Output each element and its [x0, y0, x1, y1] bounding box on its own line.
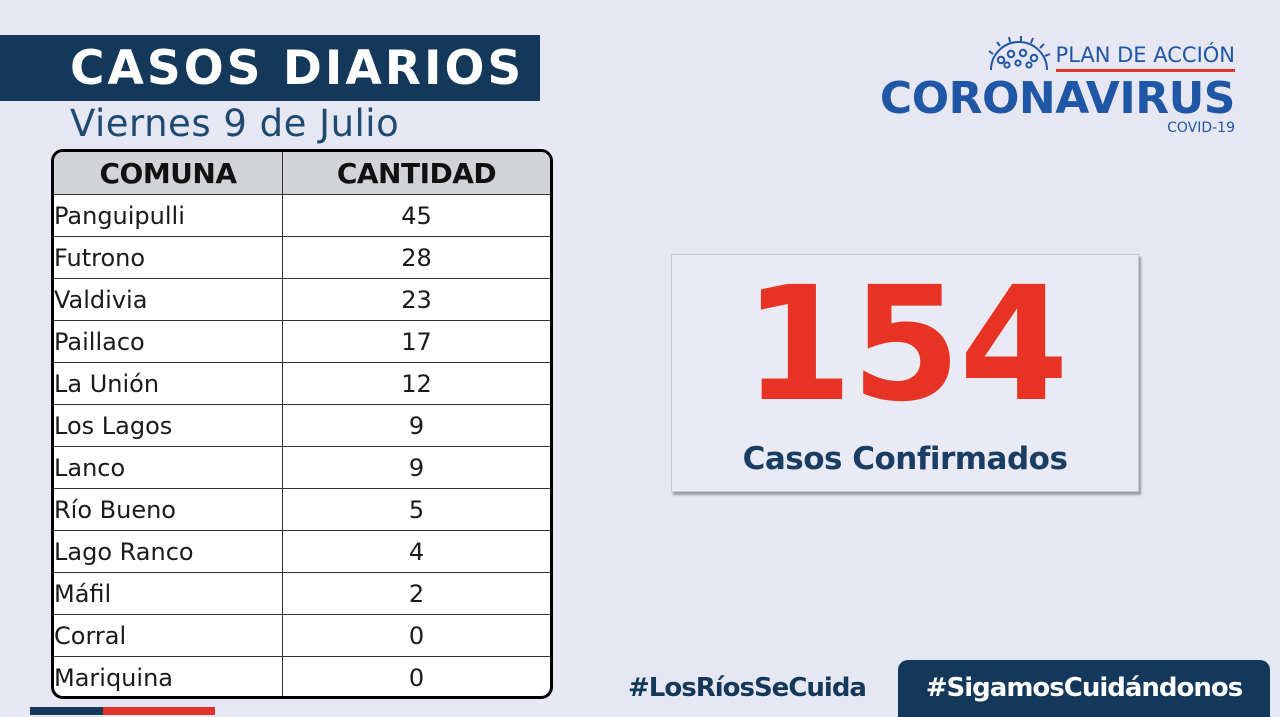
table-row: Panguipulli 45: [54, 194, 550, 237]
table-row: Lago Ranco 4: [54, 530, 550, 573]
plan-de-accion-text: PLAN DE ACCIÓN: [1055, 42, 1235, 72]
cantidad-cell: 9: [282, 404, 550, 447]
comuna-cell: Los Lagos: [54, 404, 283, 447]
comuna-cell: La Unión: [54, 362, 283, 405]
page-title: CASOS DIARIOS: [70, 41, 525, 96]
column-header-cantidad: CANTIDAD: [282, 152, 550, 195]
cases-table-container: COMUNA CANTIDAD Panguipulli 45 Futrono 2…: [51, 149, 553, 699]
table-row: Futrono 28: [54, 236, 550, 279]
cantidad-cell: 0: [282, 656, 550, 696]
coronavirus-text: CORONAVIRUS: [879, 73, 1236, 124]
table-row: Paillaco 17: [54, 320, 550, 363]
comuna-cell: Corral: [54, 614, 283, 657]
cantidad-cell: 9: [282, 446, 550, 489]
cantidad-cell: 4: [282, 530, 550, 573]
comuna-cell: Panguipulli: [54, 194, 283, 237]
comuna-cell: Mariquina: [54, 656, 283, 696]
table-row: Los Lagos 9: [54, 404, 550, 447]
cantidad-cell: 2: [282, 572, 550, 615]
flag-stripe-blue: [30, 707, 103, 715]
covid-19-text: COVID-19: [1167, 120, 1235, 136]
comuna-cell: Máfil: [54, 572, 283, 615]
table-row: Valdivia 23: [54, 278, 550, 321]
comuna-cell: Paillaco: [54, 320, 283, 363]
date-subtitle: Viernes 9 de Julio: [70, 102, 400, 145]
cantidad-cell: 23: [282, 278, 550, 321]
table-row: Lanco 9: [54, 446, 550, 489]
cantidad-cell: 12: [282, 362, 550, 405]
plan-de-accion-logo: PLAN DE ACCIÓN CORONAVIRUS COVID-19: [880, 36, 1236, 136]
hashtag-sigamos: #SigamosCuidándonos: [925, 673, 1244, 703]
column-header-comuna: COMUNA: [54, 152, 283, 195]
cantidad-cell: 28: [282, 236, 550, 279]
table-row: Río Bueno 5: [54, 488, 550, 531]
hashtag-banner: #SigamosCuidándonos: [898, 660, 1270, 717]
cantidad-cell: 0: [282, 614, 550, 657]
comuna-cell: Lanco: [54, 446, 283, 489]
table-header-row: COMUNA CANTIDAD: [54, 152, 550, 195]
cantidad-cell: 17: [282, 320, 550, 363]
hashtag-los-rios: #LosRíosSeCuida: [628, 673, 867, 703]
coronavirus-icon: [988, 36, 1051, 71]
total-cases-label: Casos Confirmados: [742, 441, 1068, 477]
comuna-cell: Valdivia: [54, 278, 283, 321]
cases-table: COMUNA CANTIDAD Panguipulli 45 Futrono 2…: [54, 152, 550, 696]
cantidad-cell: 45: [282, 194, 550, 237]
total-cases-card: 154 Casos Confirmados: [671, 254, 1139, 492]
cantidad-cell: 5: [282, 488, 550, 531]
table-row: Mariquina 0: [54, 656, 550, 696]
table-row: Corral 0: [54, 614, 550, 657]
flag-stripe-red: [103, 707, 215, 715]
title-banner: CASOS DIARIOS: [0, 35, 540, 101]
table-row: La Unión 12: [54, 362, 550, 405]
comuna-cell: Futrono: [54, 236, 283, 279]
comuna-cell: Lago Ranco: [54, 530, 283, 573]
total-cases-number: 154: [743, 253, 1069, 437]
comuna-cell: Río Bueno: [54, 488, 283, 531]
table-row: Máfil 2: [54, 572, 550, 615]
